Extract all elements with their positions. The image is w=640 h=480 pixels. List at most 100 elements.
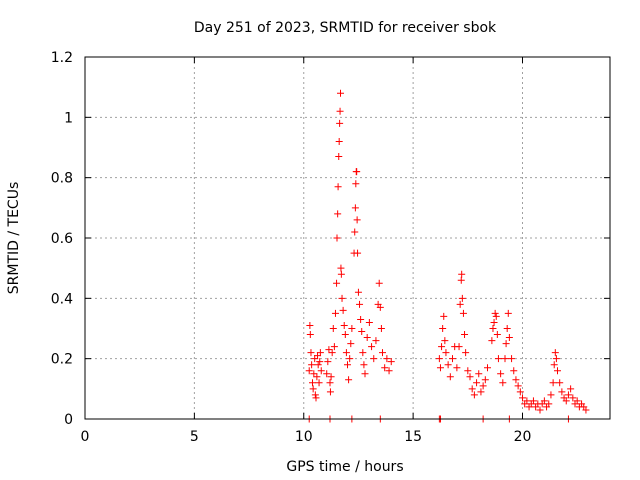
data-point (512, 376, 520, 384)
data-point (312, 394, 320, 402)
data-point (368, 343, 376, 351)
data-point (502, 340, 510, 348)
data-point (346, 355, 354, 363)
data-point (492, 312, 500, 320)
data-point (475, 370, 483, 378)
data-point (479, 382, 487, 390)
data-point (327, 373, 335, 381)
data-point (309, 379, 316, 387)
data-point (335, 153, 343, 161)
data-point (503, 325, 511, 332)
data-point (323, 370, 331, 378)
data-point (446, 373, 454, 381)
data-point (363, 334, 371, 342)
data-point (435, 355, 443, 363)
data-point (383, 355, 391, 363)
data-point (356, 300, 364, 308)
data-point (361, 370, 369, 378)
y-tick-label: 0 (64, 412, 73, 428)
data-point (365, 318, 373, 326)
data-point (311, 355, 319, 363)
data-point (353, 216, 361, 224)
data-point (351, 204, 359, 212)
y-tick-label: 0.8 (51, 171, 73, 187)
data-point (326, 379, 334, 387)
data-point (441, 337, 449, 345)
data-point (352, 180, 360, 188)
data-point (342, 349, 350, 357)
data-point (313, 373, 321, 381)
data-point (556, 379, 564, 387)
data-point (462, 349, 470, 357)
data-point (340, 321, 348, 329)
data-point (334, 183, 342, 191)
data-point (354, 249, 362, 257)
data-point (458, 270, 466, 278)
data-point (562, 397, 570, 405)
data-point (466, 373, 474, 381)
data-point (339, 306, 347, 314)
data-point (523, 397, 531, 405)
data-point (387, 358, 395, 366)
data-point (329, 325, 337, 332)
data-point (324, 358, 332, 366)
data-point (344, 361, 351, 369)
data-point (442, 349, 450, 357)
y-tick-label: 0.4 (51, 291, 73, 307)
data-point (377, 325, 385, 332)
data-point (449, 355, 456, 363)
data-point (381, 364, 389, 372)
data-point (331, 309, 339, 317)
data-point (328, 349, 336, 357)
data-point (501, 355, 509, 363)
data-point (353, 168, 361, 176)
data-point (345, 376, 353, 384)
data-point (493, 331, 501, 339)
data-point (436, 364, 444, 372)
data-point (536, 406, 544, 414)
x-tick-label: 20 (514, 429, 532, 445)
y-tick-label: 0.2 (51, 352, 73, 368)
y-tick-label: 1.2 (51, 50, 73, 66)
chart-title: Day 251 of 2023, SRMTID for receiver sbo… (194, 20, 497, 36)
data-point (558, 388, 566, 396)
data-point (337, 264, 345, 272)
data-point (314, 361, 322, 369)
data-point (468, 385, 476, 393)
data-point (306, 321, 314, 329)
data-point (306, 331, 314, 339)
data-point (330, 343, 338, 351)
data-point (370, 355, 378, 363)
data-point (510, 367, 518, 375)
data-point (325, 346, 333, 354)
data-point (379, 349, 386, 357)
data-point (357, 315, 365, 323)
data-point (360, 361, 368, 369)
data-point (438, 343, 446, 351)
grid-lines (85, 57, 610, 419)
data-point (484, 364, 491, 372)
data-point (348, 325, 356, 332)
x-tick-label: 0 (81, 429, 90, 445)
data-point (305, 367, 313, 375)
data-point (481, 376, 489, 384)
data-point (564, 391, 572, 399)
y-tick-labels: 0 0.2 0.4 0.6 0.8 1 1.2 (51, 50, 73, 428)
x-tick-label: 15 (404, 429, 422, 445)
data-point (351, 228, 359, 236)
data-point (519, 394, 526, 402)
data-point (314, 352, 322, 360)
data-point (573, 397, 581, 405)
data-point (461, 331, 469, 339)
x-tick-label: 10 (295, 429, 313, 445)
data-point (582, 406, 590, 414)
data-point (333, 234, 341, 242)
plot-frame (84, 56, 611, 420)
data-point (335, 137, 343, 145)
data-point (455, 343, 463, 351)
data-point (470, 391, 478, 399)
data-point (547, 391, 555, 399)
data-point (333, 279, 341, 287)
data-point (550, 361, 558, 369)
